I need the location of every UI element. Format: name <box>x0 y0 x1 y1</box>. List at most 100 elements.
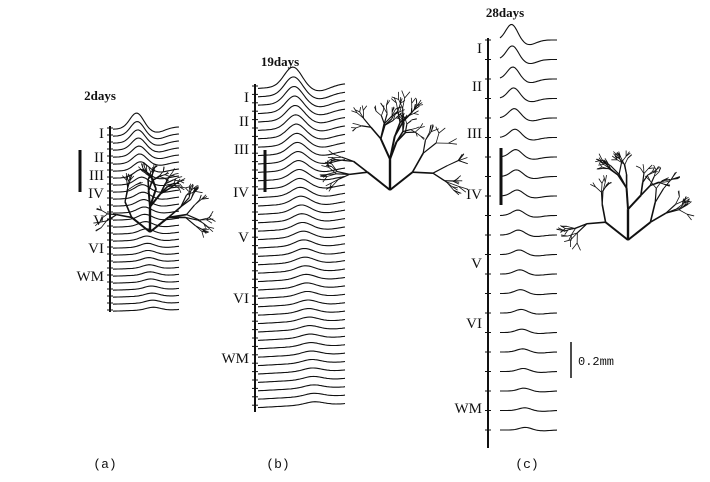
trace <box>113 258 179 263</box>
neuron-branch <box>596 187 602 192</box>
neuron-branch <box>602 183 603 192</box>
neuron-branch <box>433 166 447 174</box>
neuron-branch <box>622 156 627 162</box>
trace <box>258 368 345 374</box>
layer-label: II <box>94 150 104 166</box>
layer-label: IV <box>233 185 249 201</box>
layer-label: III <box>89 168 104 184</box>
neuron-branch <box>194 199 201 205</box>
neuron-branch <box>182 178 186 180</box>
trace <box>258 266 345 273</box>
trace <box>258 257 345 265</box>
trace <box>258 385 345 391</box>
neuron-branch <box>202 231 204 237</box>
trace <box>500 329 557 333</box>
trace <box>258 376 345 382</box>
trace <box>258 231 345 239</box>
neuron-branch <box>165 175 169 176</box>
neuron-branch <box>357 124 362 126</box>
trace <box>258 106 345 123</box>
neuron-branch <box>376 111 381 116</box>
neuron-branch <box>117 215 132 218</box>
neuron-branch <box>412 153 423 172</box>
panel-title: 2days <box>84 88 116 103</box>
neuron-branch <box>108 214 117 215</box>
trace <box>258 67 345 91</box>
panel-title: 28days <box>486 5 524 20</box>
neuron-branch <box>332 179 338 186</box>
neuron-branch <box>371 127 381 138</box>
neuron-branch <box>412 98 416 103</box>
layer-label: V <box>471 256 482 272</box>
neuron-branch <box>644 169 649 174</box>
panel-label: (b) <box>266 457 289 472</box>
trace <box>258 300 345 307</box>
trace <box>258 326 345 332</box>
neuron-branch <box>207 220 212 223</box>
neuron-branch <box>127 180 128 190</box>
trace <box>113 192 179 199</box>
trace <box>258 309 345 316</box>
neuron-branch <box>403 130 411 132</box>
neuron-branch <box>405 92 410 98</box>
neuron-branch <box>433 173 445 181</box>
trace <box>113 207 179 213</box>
trace <box>258 205 345 214</box>
neuron-branch <box>454 190 462 193</box>
trace <box>258 334 345 340</box>
trace <box>500 290 557 295</box>
neuron-branch <box>572 243 577 249</box>
layer-label: IV <box>88 186 104 202</box>
trace <box>500 190 557 198</box>
trace <box>500 210 557 217</box>
trace <box>258 133 345 147</box>
layer-label: VI <box>88 241 104 257</box>
neuron-branch <box>577 243 580 250</box>
neuron-branch <box>209 211 213 218</box>
trace <box>113 272 179 276</box>
trace <box>113 154 179 165</box>
neuron-branch <box>381 139 390 159</box>
neuron-branch <box>160 177 165 179</box>
neuron-branch <box>175 173 179 174</box>
trace <box>258 77 345 99</box>
trace <box>500 270 557 275</box>
layer-label: I <box>477 41 482 57</box>
neuron-branch <box>403 98 405 108</box>
trace <box>258 214 345 223</box>
neuron-branch <box>628 155 632 158</box>
trace <box>113 243 179 248</box>
trace <box>113 222 179 228</box>
trace <box>113 251 179 256</box>
neuron-branch <box>643 164 644 168</box>
trace <box>258 274 345 281</box>
trace <box>500 129 557 140</box>
neuron-branch <box>356 126 362 128</box>
neuron-branch <box>375 106 376 111</box>
trace <box>500 369 557 373</box>
trace <box>258 240 345 248</box>
neuron-branch <box>414 114 419 115</box>
trace <box>258 343 345 349</box>
neuron-branch <box>606 222 628 240</box>
neuron-branch <box>602 204 605 222</box>
trace <box>500 88 557 102</box>
layer-label: WM <box>77 269 105 285</box>
neuron-branch <box>636 166 640 168</box>
neuron-branch <box>354 161 368 172</box>
neuron-branch <box>362 105 363 110</box>
neuron-branch <box>363 106 366 111</box>
neuron-branch <box>458 160 466 163</box>
neuron-branch <box>195 191 202 192</box>
layer-label: I <box>244 90 249 106</box>
neuron-branch <box>619 174 626 188</box>
trace <box>500 150 557 160</box>
neuron-branch <box>178 177 182 178</box>
layer-label: VI <box>233 291 249 307</box>
neuron-branch <box>329 150 334 154</box>
trace <box>500 388 557 392</box>
